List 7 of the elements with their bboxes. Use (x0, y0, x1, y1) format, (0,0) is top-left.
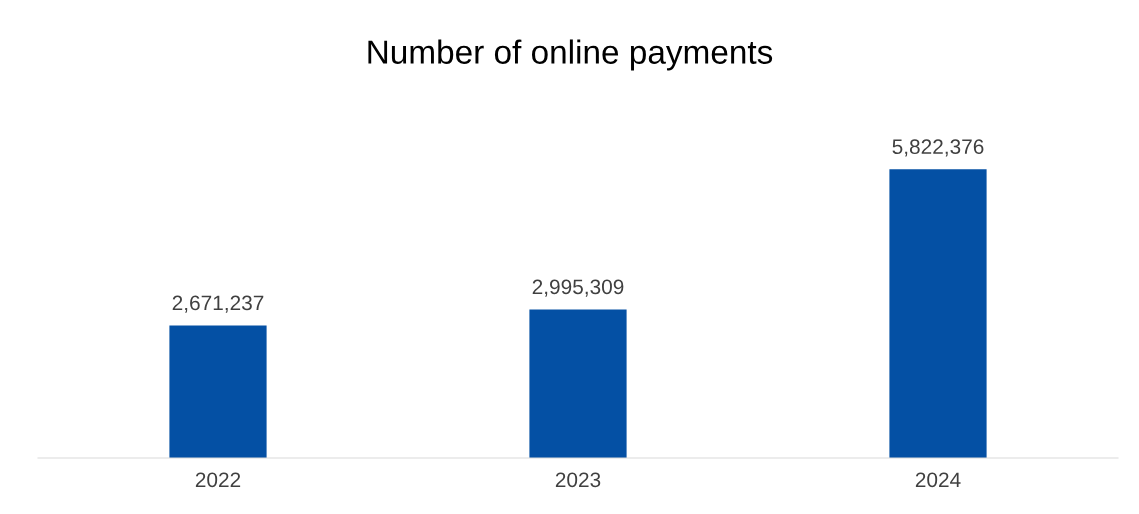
x-tick-label: 2023 (555, 472, 601, 488)
data-label: 5,822,376 (892, 139, 984, 157)
chart-title: Number of online payments (368, 39, 773, 71)
x-tick-label: 2022 (195, 472, 241, 488)
data-label: 2,995,309 (532, 279, 624, 297)
x-tick-label: 2024 (915, 472, 961, 488)
data-label: 2,671,237 (172, 295, 264, 313)
